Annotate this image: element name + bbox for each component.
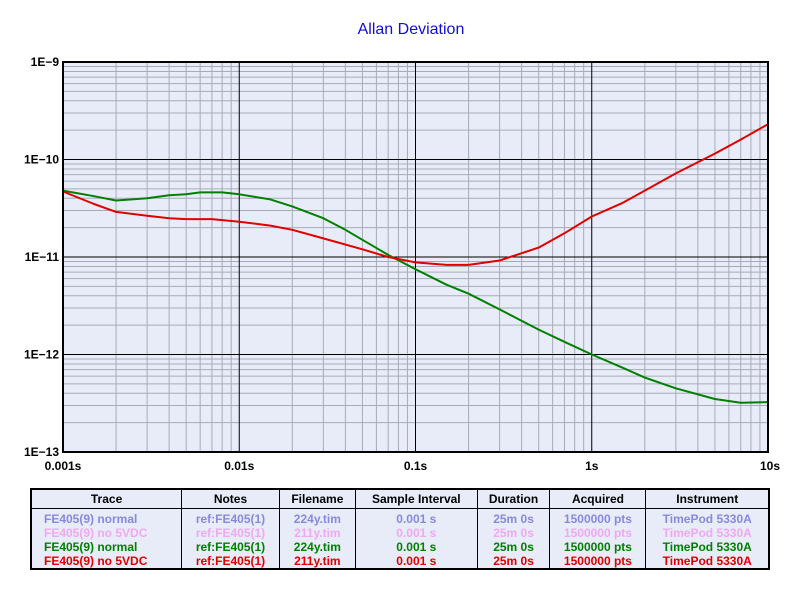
header-instrument: Instrument — [645, 489, 769, 509]
allan-deviation-chart: Allan Deviation 1E−9 1E−10 1E−11 1E−12 1E−13… — [24, 21, 781, 473]
y-axis-tick-labels: 1E−9 1E−10 1E−11 1E−12 1E−13 — [24, 55, 59, 459]
legend-cell-duration: 25m 0s — [477, 508, 551, 526]
legend-cell-acquired: 1500000 pts — [549, 526, 647, 540]
legend-cell-sample-interval: 0.001 s — [355, 554, 478, 569]
legend-cell-instrument: TimePod 5330A — [662, 540, 752, 554]
legend-cell-filename: 211y.tim — [279, 554, 356, 569]
legend-cell-trace: FE405(9) normal — [31, 508, 183, 526]
header-acquired: Acquired — [549, 489, 647, 509]
header-duration: Duration — [477, 489, 551, 509]
legend-cell-instrument: TimePod 5330A — [662, 554, 752, 568]
legend-cell-instrument: TimePod 5330A — [662, 512, 752, 526]
legend-cell-notes: ref:FE405(1) — [181, 540, 280, 554]
y-tick-label: 1E−9 — [31, 55, 60, 69]
legend-row: FE405(9) normal ref:FE405(1) 224y.tim 0.001… — [31, 508, 769, 526]
legend-cell-notes: ref:FE405(1) — [181, 526, 280, 540]
legend-cell-filename: 224y.tim — [279, 540, 356, 554]
series-layer — [62, 123, 769, 404]
legend-row: FE405(9) no 5VDC ref:FE405(1) 211y.tim 0.00… — [31, 554, 769, 569]
legend-cell-trace: FE405(9) no 5VDC — [31, 554, 183, 569]
header-sample-interval: Sample Interval — [355, 489, 478, 509]
legend-cell-trace: FE405(9) normal — [31, 540, 183, 554]
trace-legend-table: Trace Notes Filename Sample Interval Dur… — [30, 488, 770, 570]
legend-cell-acquired: 1500000 pts — [549, 554, 647, 569]
legend-cell-filename: 224y.tim — [279, 508, 356, 526]
header-filename: Filename — [279, 489, 356, 509]
legend-cell-duration: 25m 0s — [477, 540, 551, 554]
header-trace: Trace — [31, 489, 183, 509]
legend-cell-notes: ref:FE405(1) — [181, 508, 280, 526]
y-tick-label: 1E−10 — [24, 153, 59, 167]
y-tick-label: 1E−12 — [24, 348, 59, 362]
series-line-2 — [62, 123, 769, 266]
legend-row: FE405(9) normal ref:FE405(1) 224y.tim 0.001… — [31, 540, 769, 554]
y-tick-label: 1E−11 — [25, 250, 60, 264]
legend-row: FE405(9) no 5VDC ref:FE405(1) 211y.tim 0.00… — [31, 526, 769, 540]
legend-cell-instrument: TimePod 5330A — [662, 526, 752, 540]
legend-cell-sample-interval: 0.001 s — [355, 540, 478, 554]
series-line-1 — [62, 189, 769, 404]
y-tick-label: 1E−13 — [24, 445, 59, 459]
legend-cell-duration: 25m 0s — [477, 526, 551, 540]
legend-cell-filename: 211y.tim — [279, 526, 356, 540]
x-tick-label: 1s — [585, 459, 599, 473]
x-tick-label: 10s — [760, 459, 780, 473]
legend-header-row: Trace Notes Filename Sample Interval Dur… — [31, 489, 769, 509]
chart-title: Allan Deviation — [358, 21, 465, 38]
x-axis-tick-labels: 0.001s 0.01s 0.1s 1s 10s — [45, 459, 781, 473]
legend-cell-duration: 25m 0s — [477, 554, 551, 569]
legend-cell-acquired: 1500000 pts — [549, 540, 647, 554]
legend-cell-sample-interval: 0.001 s — [355, 508, 478, 526]
legend-cell-acquired: 1500000 pts — [549, 508, 647, 526]
plot-frame — [62, 61, 769, 453]
legend-cell-notes: ref:FE405(1) — [181, 554, 280, 569]
x-tick-label: 0.001s — [45, 459, 82, 473]
x-tick-label: 0.01s — [224, 459, 254, 473]
legend-cell-sample-interval: 0.001 s — [355, 526, 478, 540]
legend-cell-trace: FE405(9) no 5VDC — [31, 526, 183, 540]
header-notes: Notes — [181, 489, 280, 509]
x-tick-label: 0.1s — [404, 459, 428, 473]
